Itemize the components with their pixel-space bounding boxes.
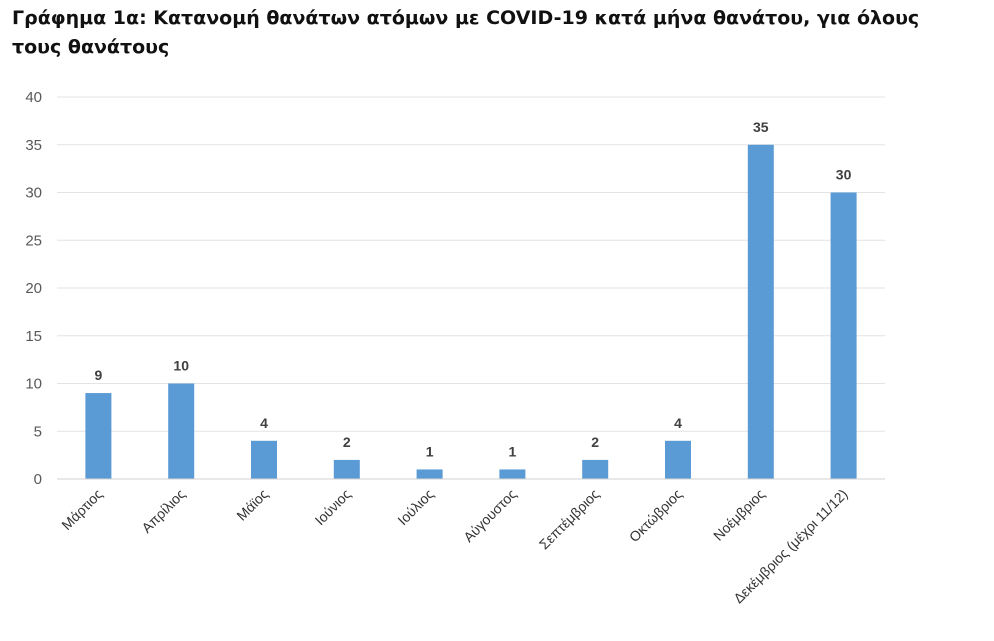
x-tick-label: Απρίλιος bbox=[138, 486, 188, 536]
x-tick-label: Σεπτέμβριος bbox=[536, 486, 603, 553]
bar bbox=[416, 469, 443, 479]
x-tick-label: Μάϊος bbox=[233, 486, 271, 524]
bar bbox=[85, 393, 112, 479]
data-labels: 9 10 4 2 1 1 2 4 35 30 bbox=[95, 119, 852, 460]
bar bbox=[333, 459, 360, 479]
x-tick-label: Αύγουστος bbox=[460, 486, 520, 546]
chart-title: Γράφημα 1α: Κατανομή θανάτων ατόμων με C… bbox=[12, 7, 920, 58]
bar bbox=[747, 144, 774, 479]
data-label: 2 bbox=[343, 434, 351, 450]
y-tick-label: 30 bbox=[25, 185, 42, 202]
x-tick-label: Νοέμβριος bbox=[710, 486, 768, 544]
y-axis-ticks: 0 5 10 15 20 25 30 35 40 bbox=[25, 89, 42, 488]
y-tick-label: 15 bbox=[25, 328, 42, 345]
data-label: 2 bbox=[591, 434, 599, 450]
bar bbox=[665, 440, 691, 479]
data-label: 10 bbox=[173, 358, 189, 374]
x-tick-label: Οκτώβριος bbox=[626, 486, 685, 545]
y-tick-label: 25 bbox=[25, 232, 42, 249]
bar bbox=[168, 383, 195, 479]
y-tick-label: 5 bbox=[34, 423, 42, 440]
x-tick-label: Ιούλιος bbox=[394, 486, 437, 529]
y-tick-label: 0 bbox=[34, 471, 42, 488]
gridlines bbox=[57, 96, 885, 432]
data-label: 30 bbox=[836, 167, 852, 183]
data-label: 35 bbox=[753, 119, 769, 135]
y-tick-label: 10 bbox=[25, 376, 42, 393]
bar bbox=[582, 459, 609, 479]
bars bbox=[85, 144, 857, 479]
x-axis-category-labels: Μάρτιος Απρίλιος Μάϊος Ιούνιος Ιούλιος Αύγουσ… bbox=[58, 486, 850, 607]
data-label: 9 bbox=[95, 367, 103, 383]
bar bbox=[251, 440, 277, 479]
y-tick-label: 40 bbox=[25, 89, 42, 106]
x-tick-label: Ιούνιος bbox=[312, 486, 355, 529]
y-tick-label: 35 bbox=[25, 137, 42, 154]
data-label: 4 bbox=[260, 415, 268, 431]
data-label: 4 bbox=[674, 415, 682, 431]
bar bbox=[499, 469, 526, 479]
y-tick-label: 20 bbox=[25, 280, 42, 297]
x-tick-label: Μάρτιος bbox=[58, 486, 105, 533]
data-label: 1 bbox=[426, 443, 434, 459]
bar bbox=[830, 192, 857, 479]
data-label: 1 bbox=[509, 443, 517, 459]
